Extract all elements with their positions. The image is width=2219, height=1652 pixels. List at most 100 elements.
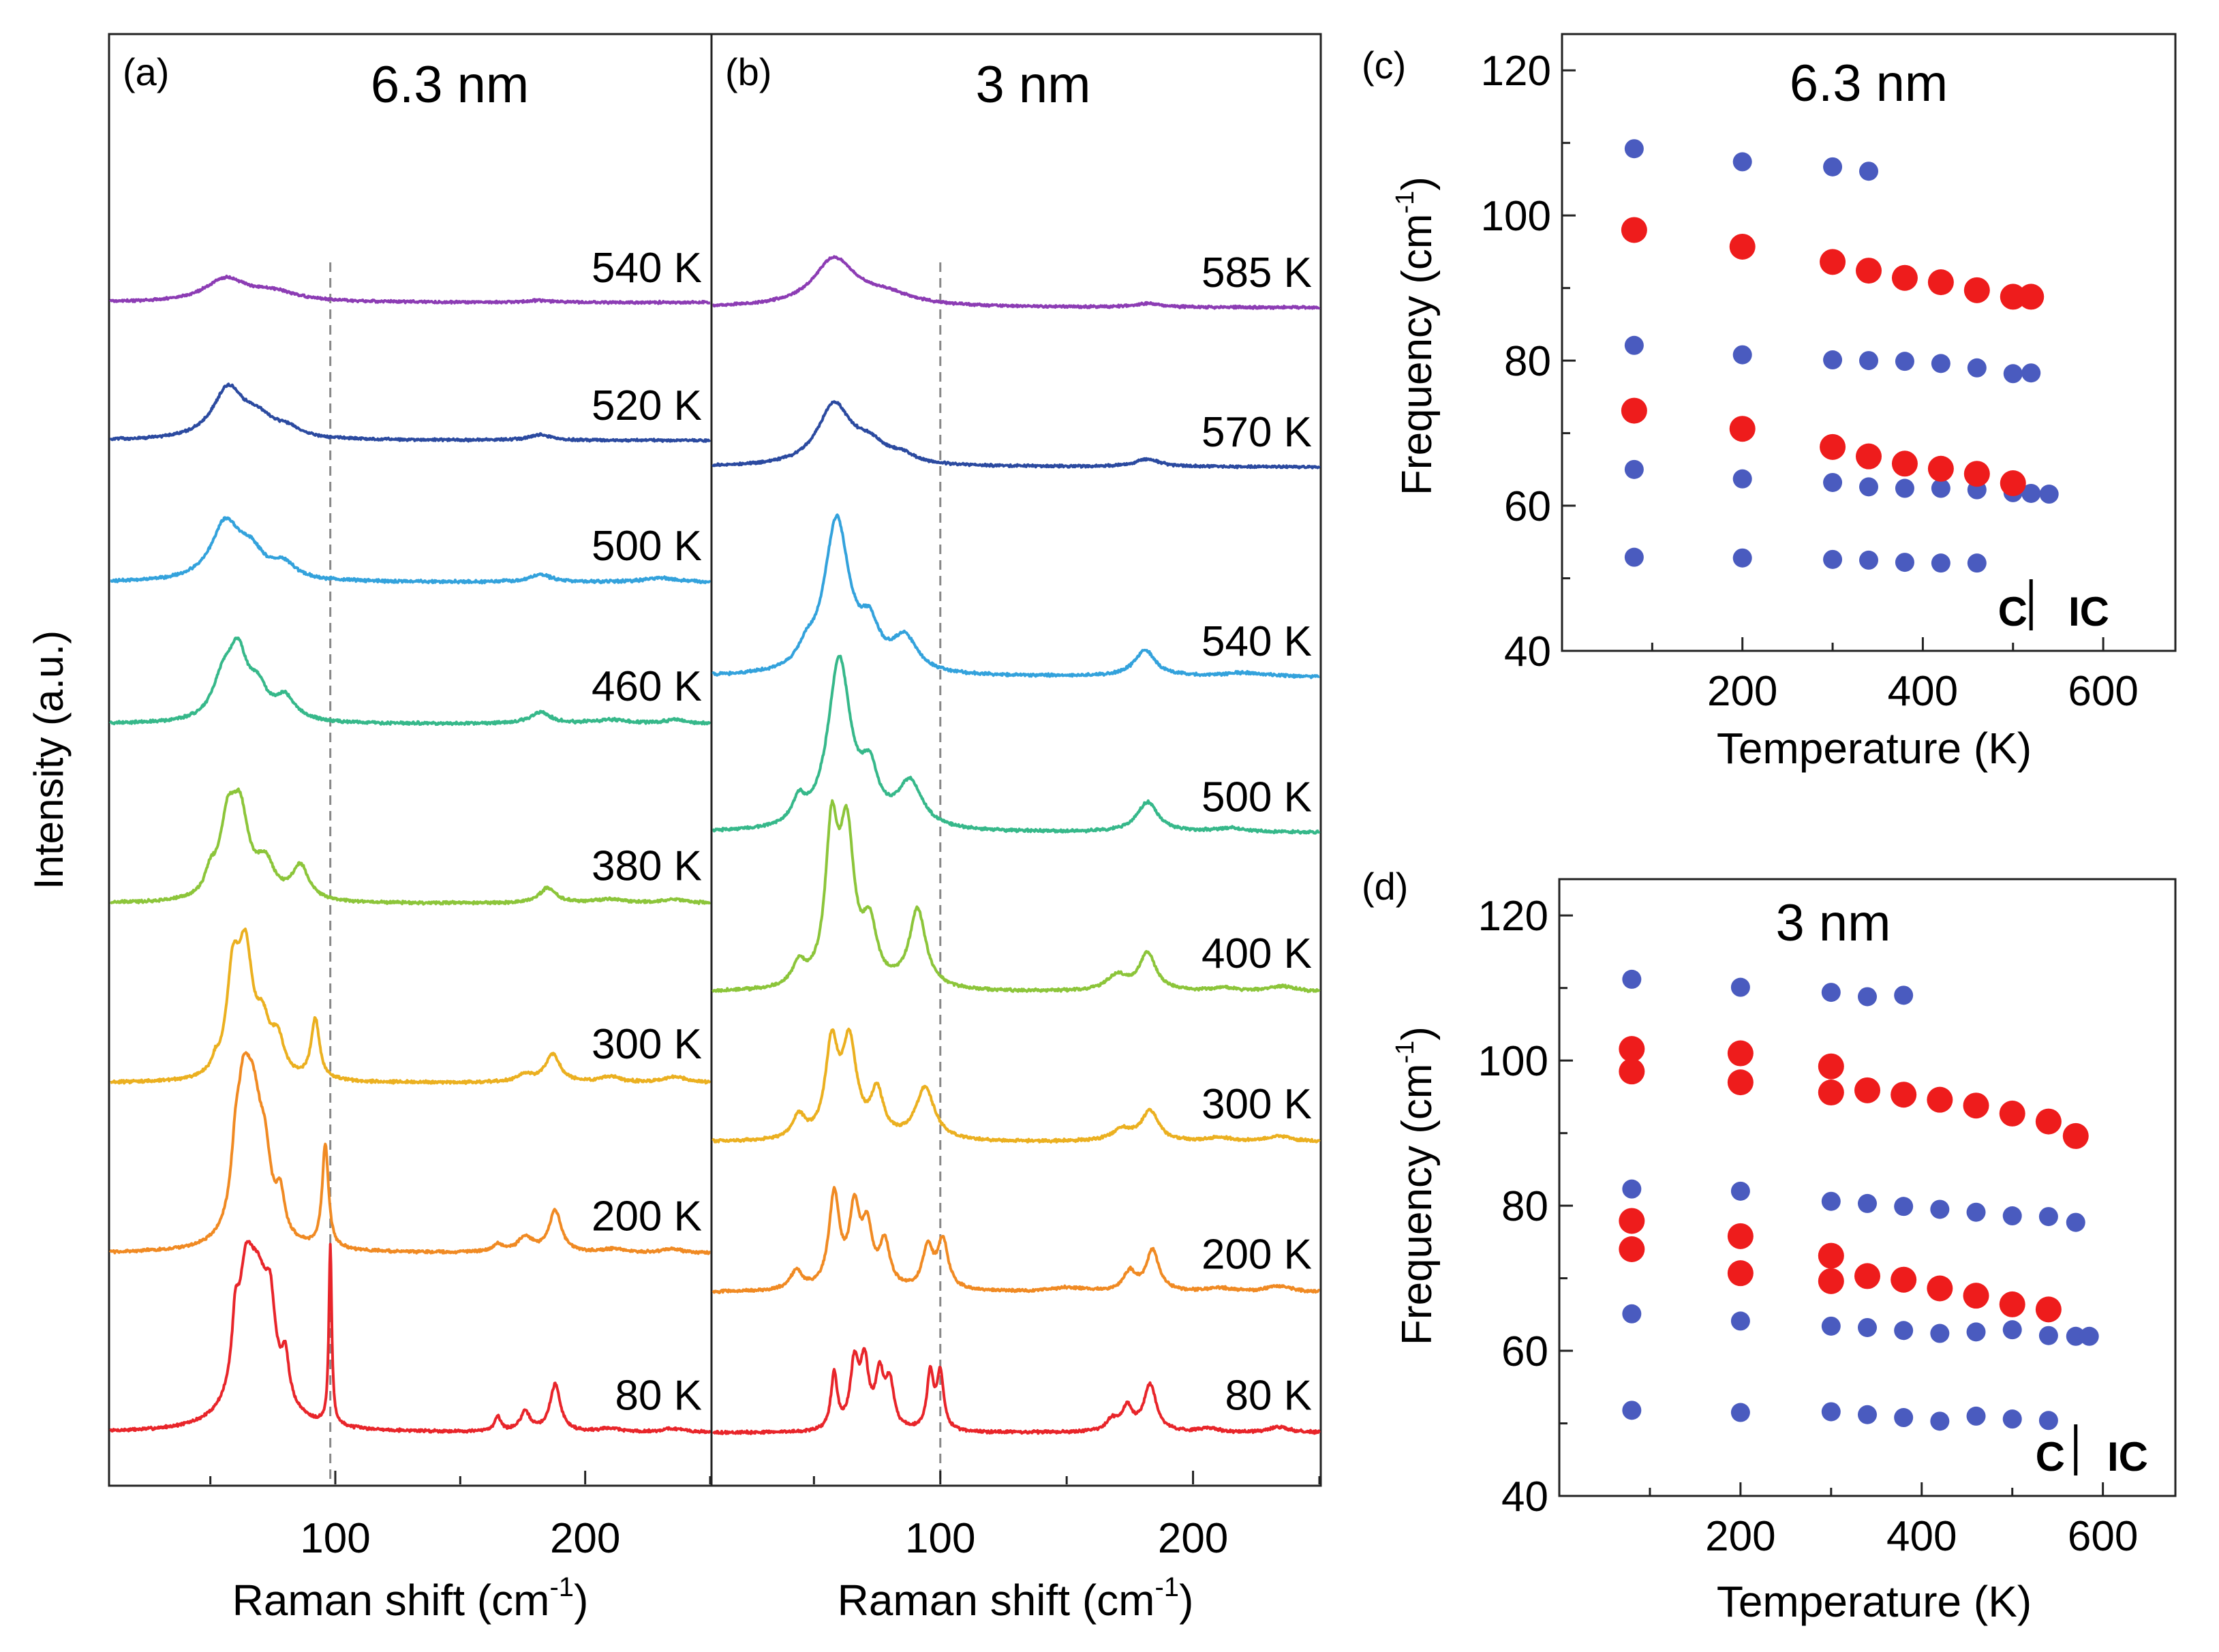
temperature-label: 460 K <box>592 663 702 710</box>
blue-data-point <box>1930 1199 1950 1219</box>
spectrum-380k <box>109 787 711 906</box>
y-tick-label: 80 <box>1501 1183 1548 1230</box>
panel-c-x-axis-label: Temperature (K) <box>1717 724 2032 773</box>
panel-c-y-axis-label: Frequency (cm-1) <box>1391 177 1441 495</box>
panel-c: 40 60 80 100 120 200 400 600 C IC (c) 6.3 nm Te… <box>1362 33 2177 773</box>
blue-data-point <box>1858 1317 1877 1337</box>
red-data-point <box>1729 416 1756 442</box>
temperature-label: 540 K <box>592 245 702 292</box>
temperature-label: 500 K <box>1202 774 1312 821</box>
red-data-point <box>1621 397 1647 424</box>
blue-data-point <box>1894 985 1914 1005</box>
y-tick-label: 60 <box>1501 1328 1548 1375</box>
panel-a-temperature-labels: 80 K 200 K 300 K 380 K 460 K 500 K 520 K 540 K <box>592 245 702 1420</box>
red-data-point <box>1818 1242 1844 1269</box>
panel-d-data-points <box>1619 969 2099 1431</box>
spectrum-540k <box>109 275 711 305</box>
x-tick-label: 400 <box>1886 1513 1957 1560</box>
red-data-point <box>2018 284 2045 310</box>
red-data-point <box>2035 1108 2062 1135</box>
y-tick-label: 100 <box>1478 1038 1548 1085</box>
red-data-point <box>1818 1080 1844 1106</box>
panel-a-label: (a) <box>123 50 169 93</box>
panel-b-frame <box>710 33 1322 1487</box>
blue-data-point <box>1931 478 1950 498</box>
panel-b-title: 3 nm <box>976 56 1091 114</box>
y-tick-label: 80 <box>1504 338 1551 385</box>
panel-d-axes-ticks: 40 60 80 100 120 200 400 600 <box>1478 893 2139 1560</box>
spectrum-200k <box>109 1051 711 1255</box>
temperature-label: 200 K <box>592 1193 702 1240</box>
panel-c-data-points <box>1621 139 2059 573</box>
panel-c-axes-ticks: 40 60 80 100 120 200 400 600 <box>1481 48 2139 715</box>
red-data-point <box>2062 1122 2089 1149</box>
blue-data-point <box>1859 550 1878 570</box>
red-data-point <box>2035 1296 2062 1323</box>
red-data-point <box>1891 1082 1917 1108</box>
blue-data-point <box>2021 363 2041 383</box>
y-tick-label: 100 <box>1481 193 1551 240</box>
panel-b-label: (b) <box>725 50 771 93</box>
blue-data-point <box>1930 1324 1950 1343</box>
panel-b-x-axis-label: Raman shift (cm-1) <box>838 1572 1194 1625</box>
blue-data-point <box>2066 1212 2085 1232</box>
blue-data-point <box>2002 1409 2022 1429</box>
blue-data-point <box>2021 483 2041 503</box>
panel-d-title: 3 nm <box>1776 894 1891 952</box>
blue-data-point <box>1858 1193 1877 1213</box>
panel-c-label: (c) <box>1362 44 1406 87</box>
blue-data-point <box>1823 549 1843 569</box>
blue-data-point <box>1966 1202 1986 1222</box>
panel-d-label: (d) <box>1362 865 1408 908</box>
blue-data-point <box>1821 1191 1841 1211</box>
panel-c-phase-ic: IC <box>2068 589 2109 634</box>
x-tick-label: 100 <box>905 1515 975 1562</box>
red-data-point <box>1619 1208 1645 1234</box>
spectrum-200k <box>711 1186 1321 1294</box>
blue-data-point <box>1894 1321 1914 1341</box>
blue-data-point <box>1732 548 1752 568</box>
red-data-point <box>1818 1053 1844 1080</box>
x-tick-label: 400 <box>1888 668 1958 715</box>
panel-a-x-axis-label: Raman shift (cm-1) <box>232 1572 589 1625</box>
spectrum-585k <box>711 255 1321 310</box>
blue-data-point <box>1859 162 1878 181</box>
blue-data-point <box>1821 1316 1841 1336</box>
x-tick-label: 100 <box>300 1515 370 1562</box>
red-data-point <box>2000 284 2026 310</box>
spectrum-520k <box>109 382 711 443</box>
panel-c-phase-c: C <box>1998 589 2027 634</box>
red-data-point <box>1621 217 1647 243</box>
blue-data-point <box>2066 1326 2085 1346</box>
panel-c-title: 6.3 nm <box>1790 55 1948 112</box>
red-data-point <box>1927 1275 1953 1302</box>
x-tick-label: 200 <box>1705 1513 1775 1560</box>
panel-d-y-axis-label: Frequency (cm-1) <box>1391 1026 1441 1345</box>
blue-data-point <box>1730 1311 1750 1331</box>
blue-data-point <box>1966 1322 1986 1342</box>
spectrum-500k <box>711 654 1321 835</box>
panel-d-x-axis-label: Temperature (K) <box>1717 1577 2032 1626</box>
blue-data-point <box>1966 1406 1986 1426</box>
red-data-point <box>1927 1086 1953 1113</box>
spectrum-300k <box>109 928 711 1085</box>
blue-data-point <box>1730 977 1750 997</box>
blue-data-point <box>1930 1411 1950 1431</box>
red-data-point <box>1727 1069 1754 1096</box>
temperature-label: 380 K <box>592 842 702 889</box>
temperature-label: 300 K <box>1202 1081 1312 1128</box>
red-data-point <box>1856 443 1882 470</box>
y-tick-label: 120 <box>1478 893 1548 940</box>
blue-data-point <box>2039 485 2059 504</box>
red-data-point <box>1891 450 1918 477</box>
red-data-point <box>1854 1077 1880 1103</box>
blue-data-point <box>1967 358 1987 378</box>
panel-d-frame <box>1558 878 2177 1497</box>
panel-d: 40 60 80 100 120 200 400 600 C IC (d) 3 nm Temp… <box>1362 865 2177 1626</box>
panel-a-spectra <box>109 275 711 1435</box>
red-data-point <box>1727 1223 1754 1249</box>
red-data-point <box>1927 269 1954 296</box>
